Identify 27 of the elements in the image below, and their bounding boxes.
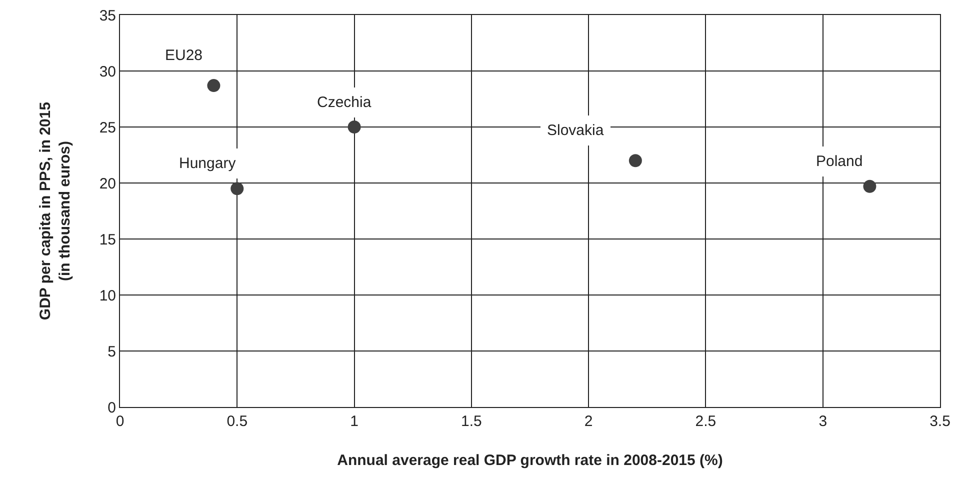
y-tick-label: 10: [99, 287, 116, 304]
point: [348, 120, 361, 134]
x-tick-label: 0.5: [226, 413, 248, 430]
y-axis-title: GDP per capita in PPS, in 2015 (in thousand euros): [37, 102, 74, 320]
annotation: EU28: [165, 47, 203, 64]
y-tick-label: 5: [108, 343, 116, 360]
annotation: Slovakia: [547, 122, 604, 139]
x-tick-label: 2.5: [695, 413, 716, 430]
y-tick-label: 15: [99, 231, 116, 248]
x-tick-label: 2: [584, 413, 593, 430]
y-tick-label: 25: [99, 119, 116, 136]
point: [230, 182, 244, 196]
annotation: Hungary: [179, 155, 236, 172]
x-tick-label: 1.5: [461, 413, 482, 430]
annotation: Poland: [816, 153, 863, 170]
y-tick-label: 30: [99, 63, 116, 80]
y-tick-label: 35: [99, 7, 116, 24]
annotation: Czechia: [317, 94, 372, 111]
point: [628, 154, 642, 168]
point: [863, 180, 876, 193]
point: [207, 79, 220, 92]
x-tick-label: 3.5: [930, 413, 950, 430]
x-tick-label: 3: [818, 413, 828, 430]
y-tick-label: 20: [99, 175, 116, 192]
y-tick-label: 0: [108, 399, 116, 416]
x-tick-label: 1: [350, 413, 358, 430]
x-axis-title: Annual average real GDP growth rate in 2008-2015 (%): [337, 452, 723, 469]
